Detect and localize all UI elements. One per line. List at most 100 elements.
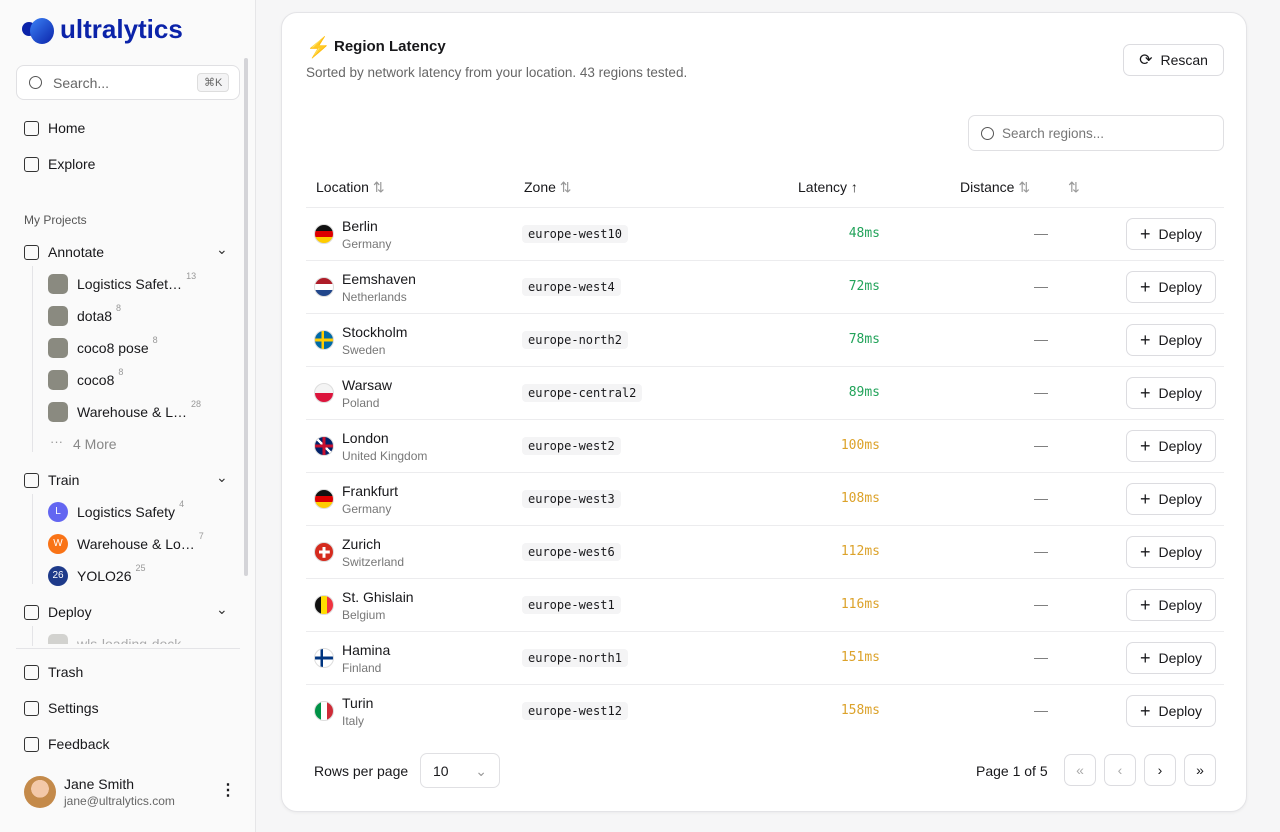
region-country: Netherlands xyxy=(342,290,407,304)
nav-item[interactable]: Feedback xyxy=(24,734,234,756)
count: 7 xyxy=(198,531,204,541)
avatar xyxy=(48,402,68,422)
deploy-button[interactable]: + Deploy xyxy=(1126,695,1216,727)
table-row: London United Kingdom europe-west2 100ms — + D… xyxy=(306,419,1224,472)
nav-item[interactable]: Trash xyxy=(24,662,234,684)
sort-icon[interactable]: ⇅ xyxy=(1068,179,1080,195)
group-header[interactable]: Train ⌄ xyxy=(24,469,234,492)
label: Feedback xyxy=(48,736,110,752)
icon xyxy=(24,245,39,260)
table-row: St. Ghislain Belgium europe-west1 116ms — + De… xyxy=(306,578,1224,631)
column-header[interactable]: Location ⇅ xyxy=(316,179,385,195)
distance: — xyxy=(1034,596,1048,612)
shortcut: ⌘K xyxy=(197,73,230,92)
icon xyxy=(24,121,39,136)
deploy-button[interactable]: + Deploy xyxy=(1126,589,1216,621)
section-label: My Projects xyxy=(24,213,87,227)
nav-item[interactable]: Explore xyxy=(24,154,234,176)
deploy-button[interactable]: + Deploy xyxy=(1126,536,1216,568)
zone: europe-west1 xyxy=(522,596,621,614)
user-menu[interactable]: ⋮ xyxy=(220,782,236,799)
column-header[interactable]: Zone ⇅ xyxy=(524,179,572,195)
last-page[interactable]: » xyxy=(1184,754,1216,786)
region-name: Eemshaven xyxy=(342,271,416,287)
chevron: ⌄ xyxy=(216,241,228,257)
project-item[interactable]: Warehouse & L… 28 xyxy=(48,399,238,424)
group-header[interactable]: Annotate ⌄ xyxy=(24,241,234,264)
next-page[interactable]: › xyxy=(1144,754,1176,786)
region-name: Hamina xyxy=(342,642,391,658)
flag xyxy=(314,489,334,509)
region-name: London xyxy=(342,430,389,446)
deploy-label: Deploy xyxy=(1158,491,1203,507)
table-row: Stockholm Sweden europe-north2 78ms — + Deploy xyxy=(306,313,1224,366)
latency: 112ms xyxy=(840,544,880,559)
group-header[interactable]: Deploy ⌄ xyxy=(24,601,234,624)
chevron: ⌄ xyxy=(216,469,228,485)
deploy-button[interactable]: + Deploy xyxy=(1126,430,1216,462)
deploy-button[interactable]: + Deploy xyxy=(1126,642,1216,674)
nav-item[interactable]: Settings xyxy=(24,698,234,720)
prev-page[interactable]: ‹ xyxy=(1104,754,1136,786)
deploy-label: Deploy xyxy=(1158,385,1203,401)
region-search[interactable]: Search regions... xyxy=(968,115,1224,151)
zone: europe-central2 xyxy=(522,384,643,402)
zone: europe-west3 xyxy=(522,490,621,508)
project-item[interactable]: Logistics Safet… 13 xyxy=(48,271,238,296)
distance: — xyxy=(1034,331,1048,347)
project-item[interactable]: L Logistics Safety 4 xyxy=(48,499,238,524)
logo-mark xyxy=(22,16,56,46)
rows-select[interactable]: 10 ⌄ xyxy=(420,753,500,788)
zone: europe-west2 xyxy=(522,437,621,455)
first-page[interactable]: « xyxy=(1064,754,1096,786)
region-country: Germany xyxy=(342,502,392,516)
project-item[interactable]: coco8 8 xyxy=(48,367,238,392)
latency: 78ms xyxy=(848,332,880,347)
project-label: Logistics Safet… xyxy=(77,276,183,292)
zone: europe-west10 xyxy=(522,225,628,243)
rescan-button[interactable]: ⟳ Rescan xyxy=(1123,44,1224,76)
region-name: Turin xyxy=(342,695,374,711)
project-item[interactable]: 26 YOLO26 25 xyxy=(48,563,238,588)
distance: — xyxy=(1034,225,1048,241)
column-label: Location xyxy=(316,179,369,195)
more-link[interactable]: 4 More xyxy=(73,436,117,452)
region-country: Switzerland xyxy=(342,555,405,569)
project-item[interactable]: W Warehouse & Lo… 7 xyxy=(48,531,238,556)
table-row: Hamina Finland europe-north1 151ms — + Deploy xyxy=(306,631,1224,684)
distance: — xyxy=(1034,437,1048,453)
project-item[interactable]: dota8 8 xyxy=(48,303,238,328)
search-box[interactable]: Search... ⌘K xyxy=(16,65,240,100)
project-item[interactable]: coco8 pose 8 xyxy=(48,335,238,360)
flag xyxy=(314,383,334,403)
column-header[interactable]: Distance ⇅ xyxy=(960,179,1031,195)
avatar: W xyxy=(48,534,68,554)
flag xyxy=(314,648,334,668)
count: 13 xyxy=(186,271,197,281)
deploy-button[interactable]: + Deploy xyxy=(1126,324,1216,356)
project-item[interactable]: wls-loading-dock xyxy=(48,634,238,644)
icon xyxy=(24,157,39,172)
table-row: Frankfurt Germany europe-west3 108ms — + Deplo… xyxy=(306,472,1224,525)
deploy-button[interactable]: + Deploy xyxy=(1126,483,1216,515)
deploy-button[interactable]: + Deploy xyxy=(1126,377,1216,409)
flag xyxy=(314,277,334,297)
deploy-button[interactable]: + Deploy xyxy=(1126,271,1216,303)
panel-subtitle: Sorted by network latency from your loca… xyxy=(306,65,688,80)
column-label: Zone xyxy=(524,179,556,195)
deploy-label: Deploy xyxy=(1158,544,1203,560)
distance: — xyxy=(1034,384,1048,400)
column-header[interactable]: Latency ↑ xyxy=(798,179,858,195)
icon xyxy=(24,665,39,680)
latency: 158ms xyxy=(840,703,880,718)
user-name: Jane Smith xyxy=(64,776,135,792)
latency: 108ms xyxy=(840,491,880,506)
flag xyxy=(314,701,334,721)
deploy-label: Deploy xyxy=(1158,332,1203,348)
region-country: Germany xyxy=(342,237,392,251)
avatar xyxy=(48,306,68,326)
deploy-button[interactable]: + Deploy xyxy=(1126,218,1216,250)
region-search-placeholder: Search regions... xyxy=(1002,126,1105,141)
nav-item[interactable]: Home xyxy=(24,118,234,140)
region-name: Berlin xyxy=(342,218,378,234)
